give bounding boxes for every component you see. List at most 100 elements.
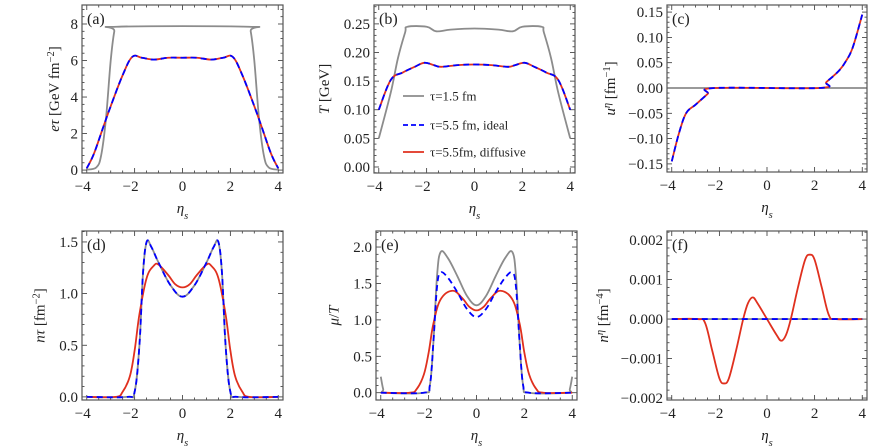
series-line-initial <box>86 25 279 171</box>
y-tick-label: 6 <box>71 54 79 70</box>
label-segment: s <box>769 210 773 221</box>
series-line-ideal <box>380 271 573 395</box>
x-axis-label: ηs <box>177 428 189 447</box>
label-segment: [fm <box>603 77 619 103</box>
y-tick-label: 0.000 <box>629 312 663 328</box>
x-tick-label: 2 <box>811 406 819 422</box>
y-tick-label: 2 <box>71 127 79 143</box>
y-tick-label: 1.5 <box>59 235 78 251</box>
label-segment: −2 <box>45 51 56 62</box>
x-tick-label: 4 <box>274 179 282 195</box>
label-segment: eτ <box>47 119 63 132</box>
label-segment: η <box>177 428 184 444</box>
x-tick-label: 0 <box>763 178 771 194</box>
y-tick-label: 1.0 <box>59 287 78 303</box>
series-line-ideal <box>86 239 279 399</box>
label-segment: η <box>761 428 768 444</box>
y-tick-label: 8 <box>71 17 79 33</box>
series-line-diffusive <box>86 262 279 399</box>
panel-label: (f) <box>672 237 688 254</box>
x-tick-label: −4 <box>75 179 91 195</box>
series-group <box>379 250 574 395</box>
plot-frame <box>373 4 576 174</box>
label-segment: ] <box>596 288 612 293</box>
x-axis-label: ηs <box>177 201 189 222</box>
plot-frame <box>375 230 578 401</box>
x-tick-label: 2 <box>227 406 235 422</box>
label-segment: η <box>177 201 184 217</box>
x-tick-label: 0 <box>179 179 187 195</box>
y-tick-label: 0.25 <box>344 17 370 33</box>
series-line-ideal <box>670 14 864 162</box>
x-tick-label: 2 <box>227 179 235 195</box>
x-axis-label: ηs <box>471 428 483 447</box>
label-segment: η <box>761 200 768 216</box>
plot-frame <box>666 230 868 401</box>
label-segment: s <box>184 438 188 447</box>
label-segment: u <box>603 108 619 116</box>
panel-label: (e) <box>381 237 399 254</box>
x-axis-label: ηs <box>469 201 481 222</box>
y-tick-label: −0.001 <box>621 352 663 368</box>
label-segment: nτ <box>32 329 48 343</box>
panel-label: (d) <box>87 237 106 254</box>
panel-label: (b) <box>379 11 398 28</box>
label-segment: η <box>602 103 613 108</box>
label-segment: s <box>478 438 482 447</box>
y-tick-label: 0.001 <box>629 273 663 289</box>
label-segment: ] <box>32 288 48 293</box>
series-group <box>377 25 572 139</box>
y-tick-label: 1.0 <box>353 313 372 329</box>
x-tick-label: −4 <box>369 406 385 422</box>
y-tick-label: 0.10 <box>344 103 370 119</box>
series-group <box>671 253 863 385</box>
x-tick-label: 0 <box>473 406 481 422</box>
x-tick-label: −4 <box>660 406 676 422</box>
x-tick-label: −2 <box>415 179 431 195</box>
series-group <box>667 14 867 162</box>
panel-c: −4 −2 0 2 4 −0.15 −0.10 −0.05 0.00 0.05 0.10 0.15 (c… <box>602 4 868 221</box>
y-tick-label: −0.05 <box>628 106 663 122</box>
y-tick-label: 0.10 <box>637 30 663 46</box>
label-segment: [GeV fm <box>47 62 63 120</box>
y-axis-label: eτ [GeV fm−2] <box>45 46 63 131</box>
series-group <box>85 25 280 171</box>
y-axis-label: nη [fm−4] <box>594 288 612 342</box>
y-tick-label: 0.0 <box>353 386 372 402</box>
x-tick-label: 0 <box>471 179 479 195</box>
label-segment: η <box>469 201 476 217</box>
y-tick-label: −0.10 <box>628 132 663 148</box>
label-segment: / <box>326 313 342 318</box>
x-tick-label: 4 <box>566 179 574 195</box>
x-tick-label: 2 <box>811 178 819 194</box>
legend-label: τ=1.5 fm <box>430 89 477 104</box>
label-segment: s <box>476 211 480 222</box>
label-segment: [fm <box>596 304 612 330</box>
label-segment: μ <box>326 318 342 327</box>
label-segment: [GeV] <box>317 64 333 106</box>
y-tick-label: 0.15 <box>637 5 663 21</box>
y-axis-label: T [GeV] <box>317 64 333 114</box>
y-tick-label: 0.05 <box>637 56 663 72</box>
plot-frame <box>666 4 868 173</box>
x-tick-label: 4 <box>274 406 282 422</box>
label-segment: −4 <box>594 293 605 305</box>
panel-b: −4 −2 0 2 4 0.00 0.05 0.10 0.15 0.20 0.25 (b) ηs T [G… <box>317 4 576 222</box>
x-axis-label: ηs <box>761 200 773 221</box>
legend-label: τ=5.5fm, diffusive <box>430 145 526 160</box>
label-segment: −2 <box>31 293 42 304</box>
panel-e: −4 −2 0 2 4 0.0 0.5 1.0 1.5 2.0 (e) ηs μ/T <box>326 230 578 447</box>
y-tick-label: 0.5 <box>353 349 372 365</box>
x-tick-label: −2 <box>417 406 433 422</box>
x-tick-label: 0 <box>763 406 771 422</box>
x-tick-label: 4 <box>858 178 866 194</box>
y-tick-label: 0.05 <box>344 131 370 147</box>
y-tick-label: −0.15 <box>628 157 663 173</box>
y-tick-label: 0.00 <box>344 160 370 176</box>
x-tick-label: −2 <box>707 178 723 194</box>
series-line-initial <box>379 250 574 395</box>
plot-frame <box>81 4 284 174</box>
